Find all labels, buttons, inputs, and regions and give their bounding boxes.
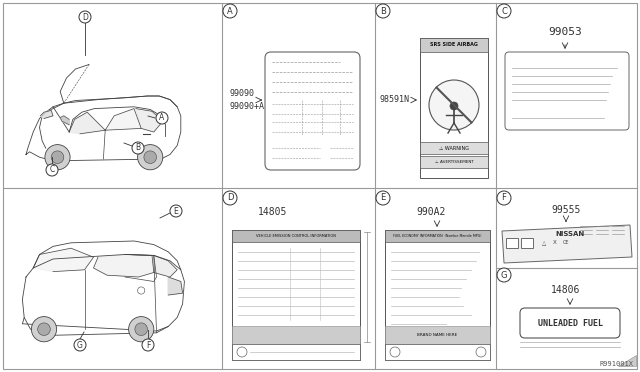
Polygon shape — [136, 109, 163, 132]
Bar — [385, 230, 490, 360]
Circle shape — [31, 317, 56, 342]
Circle shape — [142, 339, 154, 351]
Text: UNLEADED FUEL: UNLEADED FUEL — [538, 318, 602, 327]
Text: 14805: 14805 — [258, 207, 287, 217]
Text: 14806: 14806 — [551, 285, 580, 295]
Text: C: C — [501, 6, 507, 16]
Circle shape — [38, 323, 51, 336]
Text: R991001X: R991001X — [600, 361, 634, 367]
Polygon shape — [168, 277, 182, 295]
Text: F: F — [146, 340, 150, 350]
Text: D: D — [227, 193, 233, 202]
Text: VEHICLE EMISSION CONTROL INFORMATION: VEHICLE EMISSION CONTROL INFORMATION — [256, 234, 336, 238]
Polygon shape — [93, 254, 154, 277]
Circle shape — [223, 191, 237, 205]
Polygon shape — [105, 109, 141, 130]
Polygon shape — [502, 225, 632, 263]
Circle shape — [170, 205, 182, 217]
Circle shape — [144, 151, 157, 164]
Text: CE: CE — [563, 241, 569, 246]
Circle shape — [45, 145, 70, 170]
Text: C: C — [49, 166, 54, 174]
Text: X: X — [553, 241, 557, 246]
Polygon shape — [618, 355, 636, 366]
Circle shape — [223, 4, 237, 18]
Bar — [420, 38, 488, 52]
Text: E: E — [380, 193, 386, 202]
Text: △: △ — [542, 241, 546, 246]
Text: A: A — [227, 6, 233, 16]
Bar — [521, 238, 533, 248]
Text: SRS SIDE AIRBAG: SRS SIDE AIRBAG — [430, 42, 478, 48]
FancyBboxPatch shape — [265, 52, 360, 170]
Polygon shape — [33, 248, 93, 272]
Circle shape — [156, 112, 168, 124]
Circle shape — [74, 339, 86, 351]
Text: A: A — [159, 113, 164, 122]
Bar — [506, 238, 518, 248]
Bar — [420, 142, 488, 154]
Bar — [232, 344, 360, 360]
Text: BRAND NAME HERE: BRAND NAME HERE — [417, 333, 457, 337]
Circle shape — [129, 317, 154, 342]
Bar — [385, 230, 490, 242]
Circle shape — [497, 4, 511, 18]
Text: B: B — [380, 6, 386, 16]
Text: 990A2: 990A2 — [416, 207, 445, 217]
Bar — [385, 326, 490, 344]
Bar — [232, 230, 360, 242]
Text: ⚠ WARNING: ⚠ WARNING — [439, 145, 469, 151]
Circle shape — [79, 11, 91, 23]
Text: D: D — [82, 13, 88, 22]
Polygon shape — [69, 112, 105, 134]
Text: 98591N: 98591N — [380, 96, 410, 105]
Circle shape — [429, 80, 479, 130]
FancyBboxPatch shape — [505, 52, 629, 130]
Polygon shape — [40, 110, 53, 119]
Bar — [232, 326, 360, 344]
Text: G: G — [77, 340, 83, 350]
Circle shape — [376, 4, 390, 18]
Text: 99053: 99053 — [548, 27, 582, 37]
Circle shape — [138, 145, 163, 170]
Circle shape — [497, 191, 511, 205]
Text: ⚠ AVERTISSEMENT: ⚠ AVERTISSEMENT — [435, 160, 474, 164]
Text: F: F — [502, 193, 506, 202]
Polygon shape — [60, 116, 69, 125]
Text: 99555: 99555 — [551, 205, 580, 215]
Text: NISSAN: NISSAN — [556, 231, 584, 237]
Text: B: B — [136, 144, 141, 153]
Polygon shape — [154, 256, 177, 277]
Circle shape — [46, 164, 58, 176]
Bar — [420, 156, 488, 168]
Circle shape — [51, 151, 64, 164]
Bar — [420, 38, 488, 178]
FancyBboxPatch shape — [520, 308, 620, 338]
Circle shape — [135, 323, 147, 336]
Circle shape — [132, 142, 144, 154]
Text: FUEL ECONOMY INFORMATION  (Nombre Mensile MPG): FUEL ECONOMY INFORMATION (Nombre Mensile… — [393, 234, 481, 238]
Text: 99090
99090+A: 99090 99090+A — [230, 89, 265, 111]
Bar — [385, 344, 490, 360]
Circle shape — [497, 268, 511, 282]
Text: E: E — [173, 206, 179, 215]
Circle shape — [376, 191, 390, 205]
Circle shape — [450, 102, 458, 110]
Bar — [232, 230, 360, 360]
Text: G: G — [500, 270, 508, 279]
